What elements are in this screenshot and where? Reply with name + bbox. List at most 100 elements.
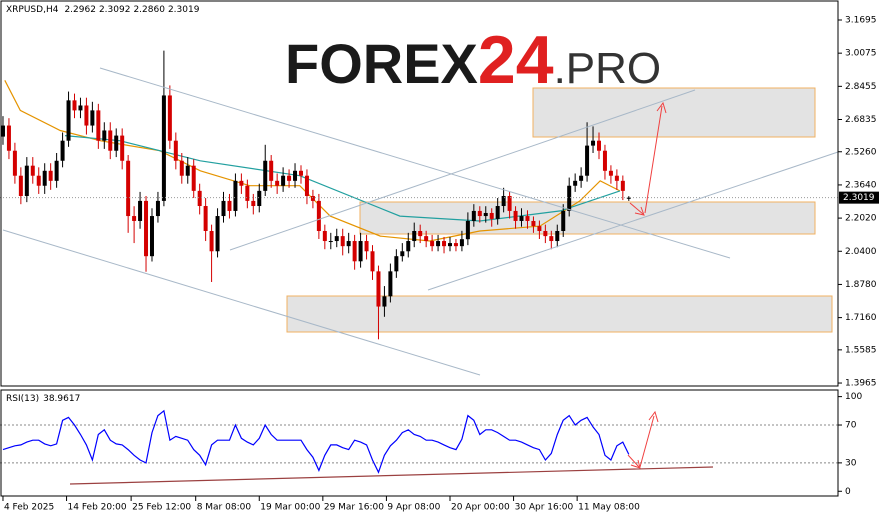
candle-body: [108, 130, 113, 151]
candle-body: [227, 200, 232, 211]
y-tick-label: 1.8780: [845, 280, 877, 290]
symbol: XRPUSD,H4: [6, 5, 59, 15]
candle-body: [501, 195, 506, 207]
candle-body: [0, 125, 5, 137]
y-tick-label: 2.0400: [845, 247, 877, 257]
candle-body: [406, 241, 411, 252]
candle-body: [579, 175, 584, 181]
moving-average: [64, 135, 621, 222]
candle-body: [442, 241, 447, 247]
candle-body: [293, 170, 298, 181]
candle-body: [149, 216, 154, 257]
trend-line: [229, 89, 696, 251]
candle-body: [120, 135, 125, 161]
y-tick-label: 30: [845, 458, 857, 468]
candle-body: [191, 165, 196, 191]
price-header: XRPUSD,H4 2.2962 2.3092 2.2860 2.3019: [6, 5, 200, 15]
candle-body: [507, 195, 512, 211]
candle-body: [453, 243, 458, 247]
candle-body: [620, 180, 625, 191]
y-tick-label: 2.2020: [845, 214, 877, 224]
candle-body: [602, 150, 607, 171]
arrow: [629, 202, 644, 215]
candle-body: [48, 170, 53, 181]
moving-average: [4, 80, 621, 242]
candle-body: [614, 175, 619, 181]
candle-body: [412, 230, 417, 242]
candle-body: [30, 165, 35, 176]
rsi-panel: [0, 409, 838, 474]
rsi-header: RSI(13) 38.9617: [6, 394, 80, 404]
candle-body: [591, 140, 596, 146]
candle-body: [275, 180, 280, 186]
x-tick-label: 25 Feb 12:00: [132, 503, 191, 513]
ohlc: 2.2860: [133, 5, 165, 15]
candle-body: [346, 241, 351, 247]
candle-body: [596, 140, 601, 151]
arrow-head: [648, 410, 659, 423]
candle-body: [322, 230, 327, 242]
candle-body: [477, 210, 482, 217]
trend-line: [69, 466, 714, 485]
candle-body: [376, 271, 381, 307]
arrow-head: [656, 101, 667, 114]
candle-body: [90, 110, 95, 126]
y-tick-label: 1.5585: [845, 345, 877, 355]
candle-body: [465, 220, 470, 240]
candle-body: [364, 241, 369, 252]
candle-body: [543, 230, 548, 237]
candle-body: [459, 239, 464, 247]
arrow-head: [634, 206, 645, 216]
candle-body: [114, 135, 119, 151]
arrow: [627, 454, 640, 468]
candle-body: [525, 216, 530, 221]
candle-body: [424, 236, 429, 242]
candle-body: [245, 185, 250, 201]
candle-body: [531, 220, 536, 227]
candle-body: [144, 200, 149, 257]
candle-body: [537, 226, 542, 231]
zone: [286, 295, 833, 333]
arrow: [639, 415, 655, 468]
candle-body: [400, 251, 405, 257]
price-frame: [0, 0, 839, 387]
y-tick-label: 2.6835: [845, 115, 877, 125]
candle-body: [298, 170, 303, 176]
ohlc: 2.2962: [64, 5, 96, 15]
candle-body: [78, 105, 83, 111]
candle-body: [84, 105, 89, 126]
candle-body: [471, 210, 476, 221]
price-tag: [839, 191, 879, 204]
ohlc: 2.3019: [168, 5, 200, 15]
y-tick-label: 2.5260: [845, 147, 877, 157]
x-tick-label: 19 Mar 00:00: [260, 503, 320, 513]
x-tick-label: 9 Apr 08:00: [387, 503, 440, 513]
candle-body: [96, 110, 101, 141]
price-tag-label: 2.3019: [843, 193, 875, 203]
candle-body: [24, 165, 29, 196]
candle-body: [513, 210, 518, 221]
arrow: [644, 105, 663, 214]
zone: [532, 87, 816, 138]
candle-body: [185, 165, 190, 176]
candle-body: [173, 140, 178, 161]
candle-body: [287, 175, 292, 181]
candle-body: [221, 200, 226, 217]
arrow-head: [630, 459, 641, 469]
candle-body: [519, 216, 524, 221]
candle-body: [334, 236, 339, 242]
trend-line: [99, 67, 731, 259]
candle-body: [382, 296, 387, 307]
x-tick-label: 20 Apr 00:00: [451, 503, 510, 513]
x-tick-label: 4 Feb 2025: [4, 503, 54, 513]
candle-body: [12, 150, 17, 176]
candle-body: [197, 190, 202, 207]
y-tick-label: 100: [845, 392, 862, 402]
candle-body: [209, 230, 214, 252]
logo: FOREX24.PRO: [285, 22, 661, 98]
candle-body: [352, 241, 357, 262]
candle-body: [126, 160, 131, 217]
x-tick-label: 30 Apr 16:00: [515, 503, 574, 513]
candle-body: [430, 241, 435, 247]
